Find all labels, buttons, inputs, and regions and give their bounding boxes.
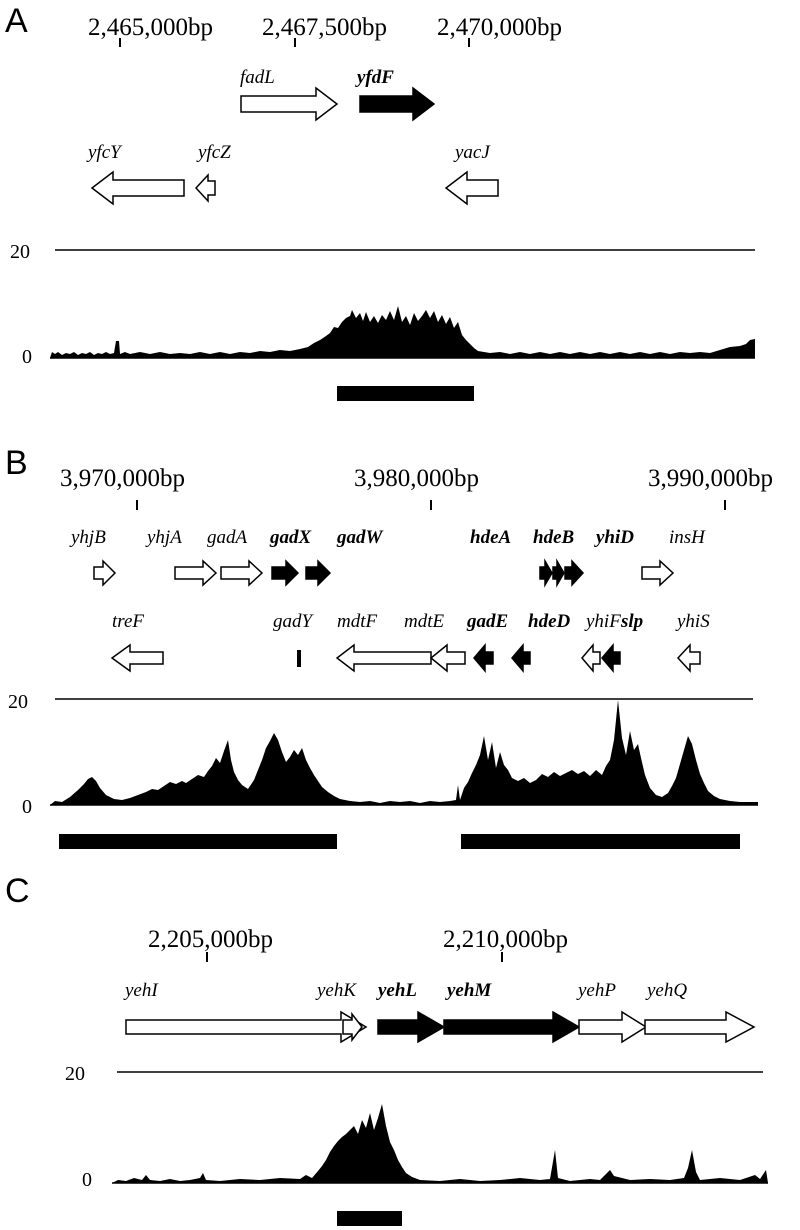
gene-arrow-gadE (473, 642, 494, 674)
scale-zero-label: 0 (22, 346, 32, 368)
gene-arrow-insH (641, 559, 675, 587)
gene-arrow-hdeB (552, 558, 565, 588)
gene-track-b-forward: yhjB yhjA gadA gadX gadW hdeA hdeB yhiD … (69, 527, 706, 588)
gene-arrow-fadL (240, 86, 339, 122)
enriched-region-bar (337, 1211, 402, 1226)
coord-label: 2,470,000bp (437, 14, 562, 41)
gene-label-yfcZ: yfcZ (196, 142, 231, 163)
gene-label-yfdF: yfdF (355, 67, 394, 88)
gene-arrow-yhiD (564, 559, 585, 587)
gene-arrow-slp (601, 642, 621, 674)
gene-label-fadL: fadL (240, 67, 275, 88)
gene-label-yfcY: yfcY (86, 142, 123, 163)
coverage-profile-b (50, 700, 758, 805)
gene-arrow-yhjB (93, 559, 117, 587)
gene-track-b-reverse: treF gadY mdtF mdtE gadE hdeD yhiF slp y… (110, 611, 710, 674)
gene-label-yehM: yehM (445, 980, 492, 1001)
gene-label-yehI: yehI (123, 980, 159, 1001)
gene-arrow-yehI (125, 1010, 368, 1044)
scale-zero-label: 0 (22, 796, 32, 818)
gene-arrow-yfdF (359, 86, 436, 122)
gene-label-yehL: yehL (376, 980, 417, 1001)
gene-label-yehP: yehP (576, 980, 616, 1001)
coverage-track-c: 20 0 (65, 1063, 768, 1191)
gene-label-yehQ: yehQ (645, 980, 687, 1001)
gene-arrow-yehP (578, 1010, 648, 1044)
scale-max-label: 20 (8, 691, 28, 713)
gene-arrow-yhiS (676, 643, 701, 673)
gene-label-yhiS: yhiS (675, 611, 710, 632)
coord-label: 2,210,000bp (443, 926, 568, 953)
gene-arrow-treF (110, 643, 164, 673)
gene-track-a: fadL yfdF yfcY yfcZ yacJ (86, 67, 499, 206)
gene-arrow-gadA (220, 559, 264, 587)
gene-label-slp: slp (620, 611, 643, 632)
coord-label: 2,465,000bp (88, 14, 213, 41)
coverage-track-a: 20 0 (10, 241, 755, 368)
gene-arrow-gadX (271, 559, 300, 587)
coverage-profile-c (112, 1104, 768, 1183)
coord-label: 3,970,000bp (60, 465, 185, 492)
gene-label-treF: treF (112, 611, 144, 632)
panel-b: B 3,970,000bp 3,980,000bp 3,990,000bp yh… (5, 444, 773, 849)
enriched-region-bar (461, 834, 740, 849)
enriched-region-bar (337, 386, 474, 401)
gene-label-gadY: gadY (273, 611, 315, 632)
gene-label-gadX: gadX (269, 527, 313, 548)
gene-label-mdtE: mdtE (404, 611, 445, 632)
coordinate-axis-c: 2,205,000bp 2,210,000bp (148, 926, 568, 962)
coverage-profile-a (50, 306, 755, 358)
gene-arrow-hdeD (511, 642, 531, 674)
scale-max-label: 20 (65, 1063, 85, 1085)
coordinate-axis-b: 3,970,000bp 3,980,000bp 3,990,000bp (60, 465, 773, 510)
gene-arrow-yehL (377, 1010, 446, 1044)
gene-label-gadA: gadA (207, 527, 248, 548)
coord-label: 3,990,000bp (648, 465, 773, 492)
gene-arrow-mdtF (335, 643, 432, 673)
gene-arrow-yehK (342, 1011, 363, 1043)
coord-label: 2,205,000bp (148, 926, 273, 953)
gene-label-gadE: gadE (466, 611, 508, 632)
panel-label-a: A (5, 2, 28, 40)
gene-label-yhiD: yhiD (594, 527, 634, 548)
coord-label: 3,980,000bp (354, 465, 479, 492)
scale-max-label: 20 (10, 241, 30, 263)
coverage-track-b: 20 0 (8, 691, 758, 818)
gene-arrow-yfcZ (194, 173, 216, 203)
gene-arrow-yhjA (174, 559, 218, 587)
gene-mark-gadY (297, 650, 301, 667)
scale-zero-label: 0 (82, 1169, 92, 1191)
gene-label-hdeA: hdeA (470, 527, 511, 548)
panel-label-b: B (5, 444, 28, 482)
gene-label-yhiF: yhiF (584, 611, 621, 632)
panel-label-c: C (5, 872, 30, 910)
gene-label-hdeD: hdeD (528, 611, 571, 632)
enriched-region-bar (59, 834, 337, 849)
coordinate-axis-a: 2,465,000bp 2,467,500bp 2,470,000bp (88, 14, 562, 47)
gene-label-yacJ: yacJ (453, 142, 491, 163)
gene-arrow-mdtE (429, 643, 466, 673)
gene-track-c: yehI yehK yehL yehM yehP yehQ (123, 980, 756, 1044)
gene-arrow-yfcY (90, 170, 185, 206)
gene-label-yhjA: yhjA (145, 527, 182, 548)
gene-arrow-yehM (443, 1010, 581, 1044)
gene-label-gadW: gadW (336, 527, 384, 548)
gene-arrow-hdeA (539, 558, 553, 588)
gene-label-hdeB: hdeB (533, 527, 574, 548)
coord-label: 2,467,500bp (262, 14, 387, 41)
gene-label-insH: insH (669, 527, 706, 548)
panel-a: A 2,465,000bp 2,467,500bp 2,470,000bp fa… (5, 2, 755, 401)
panel-c: C 2,205,000bp 2,210,000bp yehI yehK yehL… (5, 872, 768, 1226)
gene-label-mdtF: mdtF (337, 611, 378, 632)
gene-arrow-yhiF (581, 642, 601, 674)
gene-arrow-yehQ (644, 1010, 756, 1044)
gene-label-yhjB: yhjB (69, 527, 106, 548)
gene-arrow-gadW (305, 559, 332, 587)
gene-label-yehK: yehK (315, 980, 357, 1001)
gene-arrow-yacJ (444, 170, 499, 206)
